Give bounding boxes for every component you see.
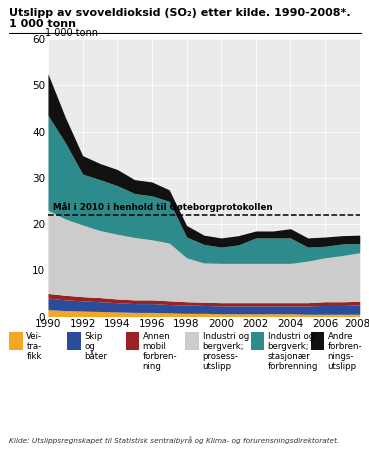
Text: Annen
mobil
forbren-
ning: Annen mobil forbren- ning: [142, 332, 177, 371]
Text: 1 000 tonn: 1 000 tonn: [45, 28, 98, 38]
Text: Mål i 2010 i henhold til Gøteborgprotokollen: Mål i 2010 i henhold til Gøteborgprotoko…: [53, 202, 273, 212]
Text: Industri og
bergverk;
prosess-
utslipp: Industri og bergverk; prosess- utslipp: [203, 332, 249, 371]
Bar: [185, 332, 199, 350]
Text: Kilde: Utslippsregnskapet til Statistisk sentralbyrå og Klima- og forurensningsd: Kilde: Utslippsregnskapet til Statistisk…: [9, 436, 339, 444]
Bar: [251, 332, 264, 350]
Text: Vei-
tra-
fikk: Vei- tra- fikk: [26, 332, 42, 361]
Bar: [125, 332, 139, 350]
Text: Andre
forbren-
nings-
utslipp: Andre forbren- nings- utslipp: [328, 332, 362, 371]
Bar: [68, 332, 81, 350]
Text: 1 000 tonn: 1 000 tonn: [9, 19, 76, 29]
Text: Skip
og
båter: Skip og båter: [85, 332, 107, 361]
Text: Industri og
bergverk;
stasjonær
forbrenning: Industri og bergverk; stasjonær forbrenn…: [268, 332, 318, 371]
Bar: [311, 332, 324, 350]
Text: Utslipp av svoveldioksid (SO₂) etter kilde. 1990-2008*.: Utslipp av svoveldioksid (SO₂) etter kil…: [9, 8, 351, 18]
Bar: [9, 332, 23, 350]
